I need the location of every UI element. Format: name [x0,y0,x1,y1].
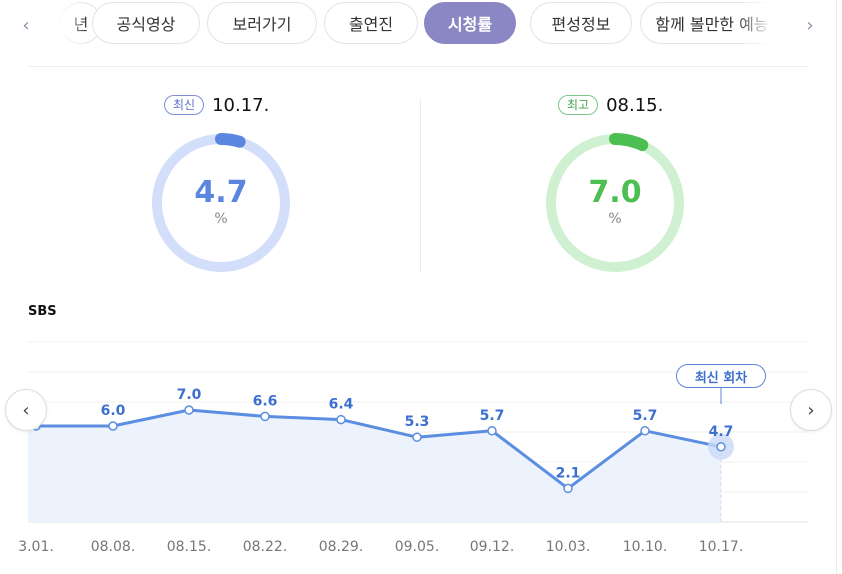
data-label: 5.7 [480,408,505,424]
chevron-left-icon: ‹ [22,14,30,36]
x-tick-label: 10.03. [546,539,591,555]
tab-6[interactable]: 함께 볼만한 예능 [640,2,776,44]
data-point[interactable] [260,411,270,422]
data-label: 6.4 [329,397,354,413]
data-label: 6.6 [253,393,278,409]
divider [28,66,808,67]
tab-prev-button[interactable]: ‹ [16,12,36,38]
chart-prev-button[interactable]: ‹ [5,389,47,431]
latest-rating-readout: 4.7 % [146,176,296,228]
data-point[interactable] [336,414,346,425]
tab-5[interactable]: 편성정보 [530,2,632,44]
data-label: 5.7 [633,408,658,424]
tab-next-button[interactable]: › [800,12,820,38]
data-label: 6.0 [101,403,126,419]
tab-list: 년 공식영상 보러가기 출연진 시청률 편성정보 함께 볼만한 예능 [48,0,776,50]
data-point[interactable] [487,426,497,436]
tab-1[interactable]: 공식영상 [92,2,200,44]
x-tick-label: 08.15. [167,539,212,555]
data-point[interactable] [412,432,422,442]
best-rating-header: 최고 08.15. [558,92,663,118]
latest-rating-header: 최신 10.17. [164,92,269,118]
best-gauge-arc [609,133,649,152]
channel-name: SBS [28,304,57,319]
x-tick-label: 08.29. [319,539,364,555]
data-point[interactable] [563,483,573,494]
latest-date: 10.17. [212,94,270,116]
best-rating-value: 7.0 [588,175,642,210]
chevron-right-icon: › [806,14,814,36]
x-tick-label: 09.05. [395,539,440,555]
data-point[interactable] [716,442,726,452]
tab-3[interactable]: 출연진 [324,2,418,44]
x-tick-label: 3.01. [18,539,54,555]
latest-gauge-arc [215,133,246,148]
latest-rating-gauge [152,133,290,272]
ratings-line-chart: .03.01.6.008.08.7.008.15.6.608.22.6.408.… [18,341,808,555]
x-tick-label: 09.12. [470,539,515,555]
data-label: 5.3 [405,414,430,430]
best-rating-readout: 7.0 % [540,176,690,228]
latest-rating-value: 4.7 [194,175,248,210]
latest-rating-unit: % [214,211,228,227]
x-tick-label: 10.17. [699,539,744,555]
best-badge: 최고 [558,95,599,115]
latest-episode-flag: 최신 회차 [676,364,766,388]
data-point[interactable] [640,426,650,436]
card-separator [420,100,421,272]
series-area [28,410,721,522]
latest-badge: 최신 [164,95,205,115]
data-label: 7.0 [177,387,202,403]
tab-bar: ‹ 년 공식영상 보러가기 출연진 시청률 편성정보 함께 볼만한 예능 › [0,0,842,50]
chevron-right-icon: › [807,399,815,421]
data-label: 2.1 [556,465,581,481]
best-rating-unit: % [608,211,622,227]
chevron-left-icon: ‹ [22,399,30,421]
chart-next-button[interactable]: › [790,389,832,431]
data-point[interactable] [108,421,118,431]
tab-4[interactable]: 시청률 [424,2,516,44]
x-tick-label: 08.08. [91,539,136,555]
best-rating-gauge [546,133,684,272]
tab-2[interactable]: 보러가기 [207,2,317,44]
best-date: 08.15. [606,94,664,116]
panel-border [836,0,837,574]
data-label: 4.7 [709,424,734,440]
x-tick-label: 10.10. [623,539,668,555]
data-point[interactable] [184,405,194,415]
x-tick-label: 08.22. [243,539,288,555]
